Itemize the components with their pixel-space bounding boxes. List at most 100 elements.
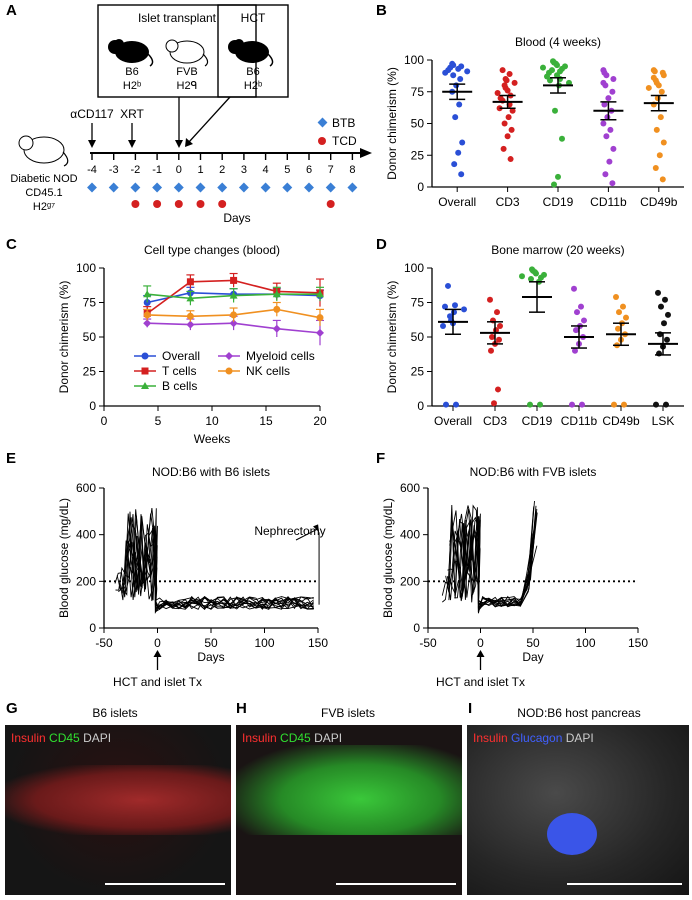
data-point: [601, 101, 608, 108]
data-point: [507, 156, 514, 163]
micrograph-host-pancreas: Insulin Glucagon DAPI: [467, 725, 689, 895]
data-point: [494, 309, 500, 316]
y-axis-label: Donor chimerism (%): [385, 281, 399, 394]
glucose-trace: [446, 512, 538, 607]
btb-marker: [217, 182, 228, 193]
y-tick-label: 0: [417, 399, 424, 413]
data-point: [655, 289, 661, 296]
glucose-trace: [119, 509, 314, 614]
data-point: [464, 68, 471, 75]
x-tick-label: 0: [477, 636, 484, 650]
panel-label-a: A: [6, 2, 17, 19]
btb-marker: [173, 182, 184, 193]
data-point: [606, 158, 613, 165]
tx-arrow-label: HCT and islet Tx: [113, 675, 202, 689]
tcd-marker: [218, 200, 227, 208]
data-point: [451, 161, 458, 168]
data-point: [645, 84, 652, 91]
data-point: [519, 273, 525, 280]
data-point: [659, 176, 666, 183]
btb-marker: [304, 182, 314, 193]
recipient-mouse-icon: [18, 135, 69, 167]
x-tick-label: LSK: [652, 414, 675, 428]
y-tick-label: 50: [411, 330, 425, 344]
chart-blood-4wk: Blood (4 weeks) 0 25 50 75 100 Donor chimerism…: [385, 35, 684, 209]
legend-label: T cells: [162, 364, 196, 378]
annotation-arrowhead: [313, 524, 320, 533]
legend-label: NK cells: [246, 364, 290, 378]
data-point: [496, 336, 502, 343]
panel-label-f: F: [376, 450, 386, 467]
btb-marker: [130, 182, 141, 193]
x-tick-label: 100: [254, 636, 274, 650]
y-tick-label: 0: [413, 621, 420, 635]
glucose-trace: [115, 540, 315, 612]
mouse-mhc-label: H2ᑫ: [177, 80, 198, 92]
mouse-strain-label: B6: [246, 66, 259, 78]
x-tick-label: CD11b: [590, 195, 627, 209]
data-point: [579, 401, 585, 408]
tx-arrow-label: HCT and islet Tx: [436, 675, 525, 689]
panel-label-e: E: [6, 450, 17, 467]
data-point: [581, 317, 587, 324]
timeline-tick-label: 5: [284, 164, 290, 176]
recipient-label: H2ᵍ⁷: [33, 201, 55, 213]
data-point: [230, 311, 238, 319]
x-tick-label: 10: [205, 414, 219, 428]
btb-marker: [87, 182, 97, 193]
data-point: [609, 180, 616, 187]
timeline-tick-label: -3: [109, 164, 119, 176]
btb-marker: [238, 182, 249, 193]
scale-bar: [336, 883, 456, 885]
data-point: [455, 65, 462, 72]
data-point: [600, 120, 607, 127]
y-tick-label: 0: [89, 399, 96, 413]
data-point: [316, 290, 324, 298]
legend-btb-label: BTB: [332, 116, 355, 130]
data-point: [458, 171, 465, 178]
data-point: [573, 327, 579, 334]
data-point: [272, 324, 281, 333]
legend-label: Myeloid cells: [246, 349, 315, 363]
data-point: [508, 126, 515, 133]
data-point: [489, 334, 495, 340]
legend-dapi: DAPI: [83, 731, 112, 745]
data-point: [662, 296, 668, 303]
data-point: [603, 72, 610, 79]
data-point: [316, 328, 324, 337]
btb-marker: [347, 182, 358, 193]
data-point: [504, 133, 511, 140]
data-point: [661, 320, 667, 327]
y-tick-label: 100: [76, 261, 96, 275]
y-tick-label: 25: [411, 365, 425, 379]
timeline-tick-label: 6: [306, 164, 312, 176]
x-tick-label: CD49b: [602, 414, 640, 428]
y-tick-label: 100: [404, 53, 424, 67]
legend-cd45: CD45: [280, 731, 311, 745]
micrograph-legend: Insulin Glucagon DAPI: [473, 731, 594, 745]
data-point: [651, 68, 658, 75]
data-point: [554, 62, 560, 69]
micrograph-title-i: NOD:B6 host pancreas: [517, 706, 641, 720]
data-point: [461, 306, 467, 313]
x-tick-label: 20: [313, 414, 327, 428]
legend-dapi: DAPI: [314, 731, 343, 745]
data-point: [533, 270, 539, 277]
data-point: [442, 69, 449, 76]
data-point: [229, 319, 238, 328]
y-tick-label: 200: [76, 574, 96, 588]
timeline-tick-label: 2: [219, 164, 225, 176]
data-point: [656, 152, 663, 159]
tcd-marker: [131, 200, 140, 208]
data-point: [509, 107, 516, 114]
data-point: [501, 120, 508, 127]
data-point: [602, 82, 609, 89]
btb-marker: [325, 182, 336, 193]
data-point: [316, 314, 324, 322]
tcd-marker: [326, 200, 335, 208]
glucose-trace: [448, 505, 534, 614]
legend-label: B cells: [162, 379, 197, 393]
data-point: [547, 77, 553, 84]
timeline-tick-label: -1: [152, 164, 162, 176]
btb-marker: [260, 182, 271, 193]
